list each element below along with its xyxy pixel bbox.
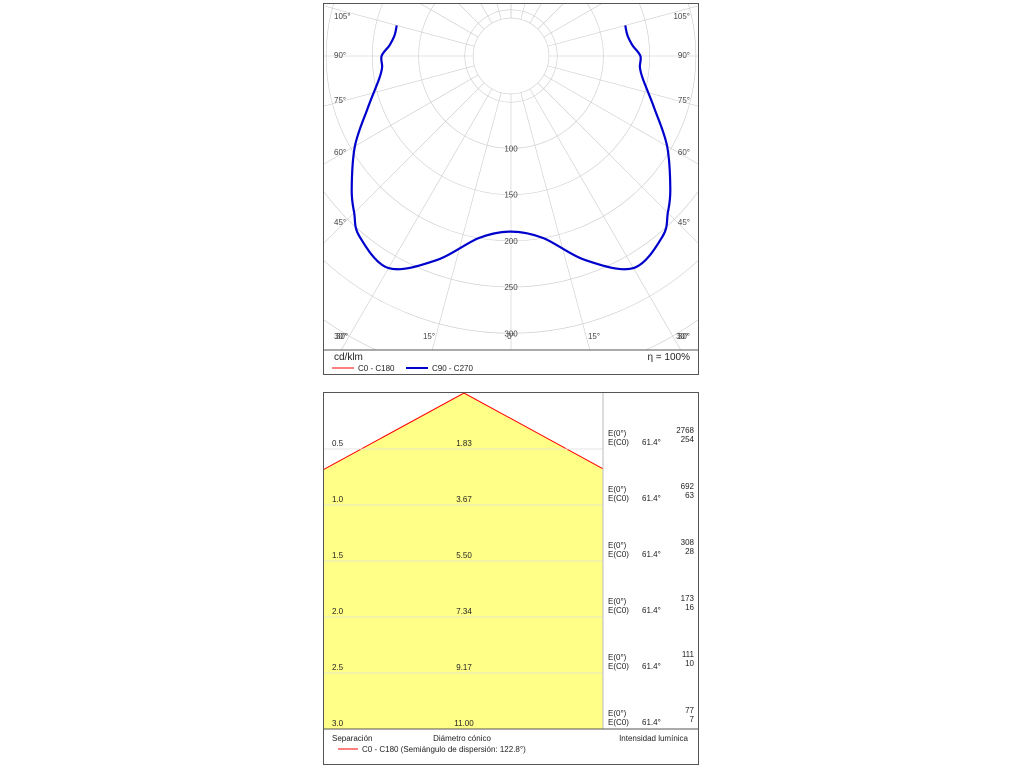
polar-spoke <box>510 55 698 165</box>
cone-edge-left <box>323 392 465 470</box>
cone-angle-label: 61.4° <box>642 662 661 671</box>
cone-angle-label: 61.4° <box>642 494 661 503</box>
cone-height-label: 1.5 <box>332 551 344 560</box>
cone-angle-label: 61.4° <box>642 550 661 559</box>
polar-angle-label-left: 30° <box>334 332 346 341</box>
polar-spoke <box>420 4 512 57</box>
cone-height-label: 3.0 <box>332 719 344 728</box>
polar-angle-label-left: 45° <box>334 218 346 227</box>
col-header-intensity: Intensidad lumínica <box>619 734 688 743</box>
cone-e0-value: 692 <box>681 482 695 491</box>
polar-angle-label-right: 75° <box>678 96 690 105</box>
polar-angle-label-right: 90° <box>678 51 690 60</box>
polar-labels: 100 150 200 250 300 105° 90° 75° 60° 45° 30° 105° 90… <box>334 12 690 341</box>
polar-bottom-label: 0° <box>507 332 515 341</box>
polar-ring-label: 100 <box>504 144 518 153</box>
polar-angle-label-left: 60° <box>334 148 346 157</box>
cone-ec0-value: 16 <box>685 603 694 612</box>
cone-height-label: 1.0 <box>332 495 344 504</box>
cone-edge-right <box>463 392 604 470</box>
cone-ec0-label: E(C0) <box>608 550 629 559</box>
polar-spoke <box>510 5 698 57</box>
polar-center <box>472 17 550 95</box>
cone-ec0-label: E(C0) <box>608 606 629 615</box>
cone-diameter-label: 3.67 <box>456 495 472 504</box>
cone-angle-label: 61.4° <box>642 438 661 447</box>
polar-ring-label: 150 <box>504 191 518 200</box>
polar-spoke <box>510 55 591 350</box>
legend-label-c0: C0 - C180 <box>358 364 395 373</box>
polar-diagram: 100 150 200 250 300 105° 90° 75° 60° 45° 30° 105° 90… <box>324 4 698 373</box>
polar-spoke <box>324 55 512 244</box>
cone-e0-value: 111 <box>682 650 695 659</box>
cone-e0-label: E(0°) <box>608 541 627 550</box>
cone-height-label: 2.0 <box>332 607 344 616</box>
cone-diameter-label: 7.34 <box>456 607 472 616</box>
legend-label-c90: C90 - C270 <box>432 364 473 373</box>
cone-angle-label: 61.4° <box>642 606 661 615</box>
cone-ec0-value: 10 <box>685 659 694 668</box>
polar-angle-label-right: 45° <box>678 218 690 227</box>
cone-diameter-label: 1.83 <box>456 439 472 448</box>
polar-ring-label: 250 <box>504 283 518 292</box>
polar-diagram-panel: 100 150 200 250 300 105° 90° 75° 60° 45° 30° 105° 90… <box>323 3 699 375</box>
polar-bottom-label: 15° <box>588 332 600 341</box>
polar-angle-label-left: 75° <box>334 96 346 105</box>
efficiency-label: η = 100% <box>647 352 690 363</box>
cone-e0-value: 77 <box>685 706 694 715</box>
cone-legend-label: C0 - C180 (Semiángulo de dispersión: 122… <box>362 745 526 754</box>
col-header-separation: Separación <box>332 734 372 743</box>
unit-label: cd/klm <box>334 352 363 363</box>
polar-bottom-label: 30° <box>336 332 348 341</box>
cone-ec0-value: 254 <box>681 435 695 444</box>
polar-spoke <box>510 55 698 107</box>
cone-diameter-label: 5.50 <box>456 551 472 560</box>
polar-bottom-label: 30° <box>676 332 688 341</box>
cone-e0-label: E(0°) <box>608 597 627 606</box>
polar-angle-label-right: 30° <box>678 332 690 341</box>
polar-angle-label-left: 90° <box>334 51 346 60</box>
cone-ec0-value: 28 <box>685 547 694 556</box>
polar-curve-c90-c270 <box>350 25 672 271</box>
polar-spoke <box>324 55 512 165</box>
cone-ec0-label: E(C0) <box>608 494 629 503</box>
cone-diameter-label: 11.00 <box>454 719 474 728</box>
polar-spoke <box>324 55 512 107</box>
polar-bottom-label: 15° <box>423 332 435 341</box>
cone-diameter-label: 9.17 <box>456 663 472 672</box>
cone-ec0-value: 63 <box>685 491 694 500</box>
cone-ec0-label: E(C0) <box>608 662 629 671</box>
col-header-diameter: Diámetro cónico <box>433 734 491 743</box>
cone-e0-value: 173 <box>681 594 695 603</box>
cone-height-label: 0.5 <box>332 439 344 448</box>
cone-e0-value: 2768 <box>676 426 694 435</box>
cone-diagram-panel: 0.5 1.83 E(0°) E(C0) 61.4° 2768 254 1.0 3.67 E(0°… <box>323 392 699 765</box>
polar-spoke <box>340 55 512 350</box>
cone-e0-label: E(0°) <box>608 709 627 718</box>
cone-height-label: 2.5 <box>332 663 344 672</box>
cone-ec0-label: E(C0) <box>608 438 629 447</box>
cone-e0-label: E(0°) <box>608 485 627 494</box>
polar-spoke <box>510 4 602 57</box>
polar-grid <box>324 4 698 350</box>
cone-e0-value: 308 <box>681 538 695 547</box>
polar-spoke <box>324 5 512 57</box>
polar-curves <box>350 25 672 271</box>
polar-angle-label-right: 105° <box>673 12 690 21</box>
cone-ec0-label: E(C0) <box>608 718 629 727</box>
polar-spoke <box>431 55 512 350</box>
cone-angle-label: 61.4° <box>642 718 661 727</box>
polar-ring-label: 300 <box>504 329 518 338</box>
cone-e0-label: E(0°) <box>608 429 627 438</box>
polar-angle-label-right: 60° <box>678 148 690 157</box>
polar-ring-label: 200 <box>504 237 518 246</box>
polar-angle-label-left: 105° <box>334 12 351 21</box>
polar-spoke <box>510 55 682 350</box>
polar-spoke <box>510 55 698 244</box>
cone-ec0-value: 7 <box>690 715 695 724</box>
cone-e0-label: E(0°) <box>608 653 627 662</box>
